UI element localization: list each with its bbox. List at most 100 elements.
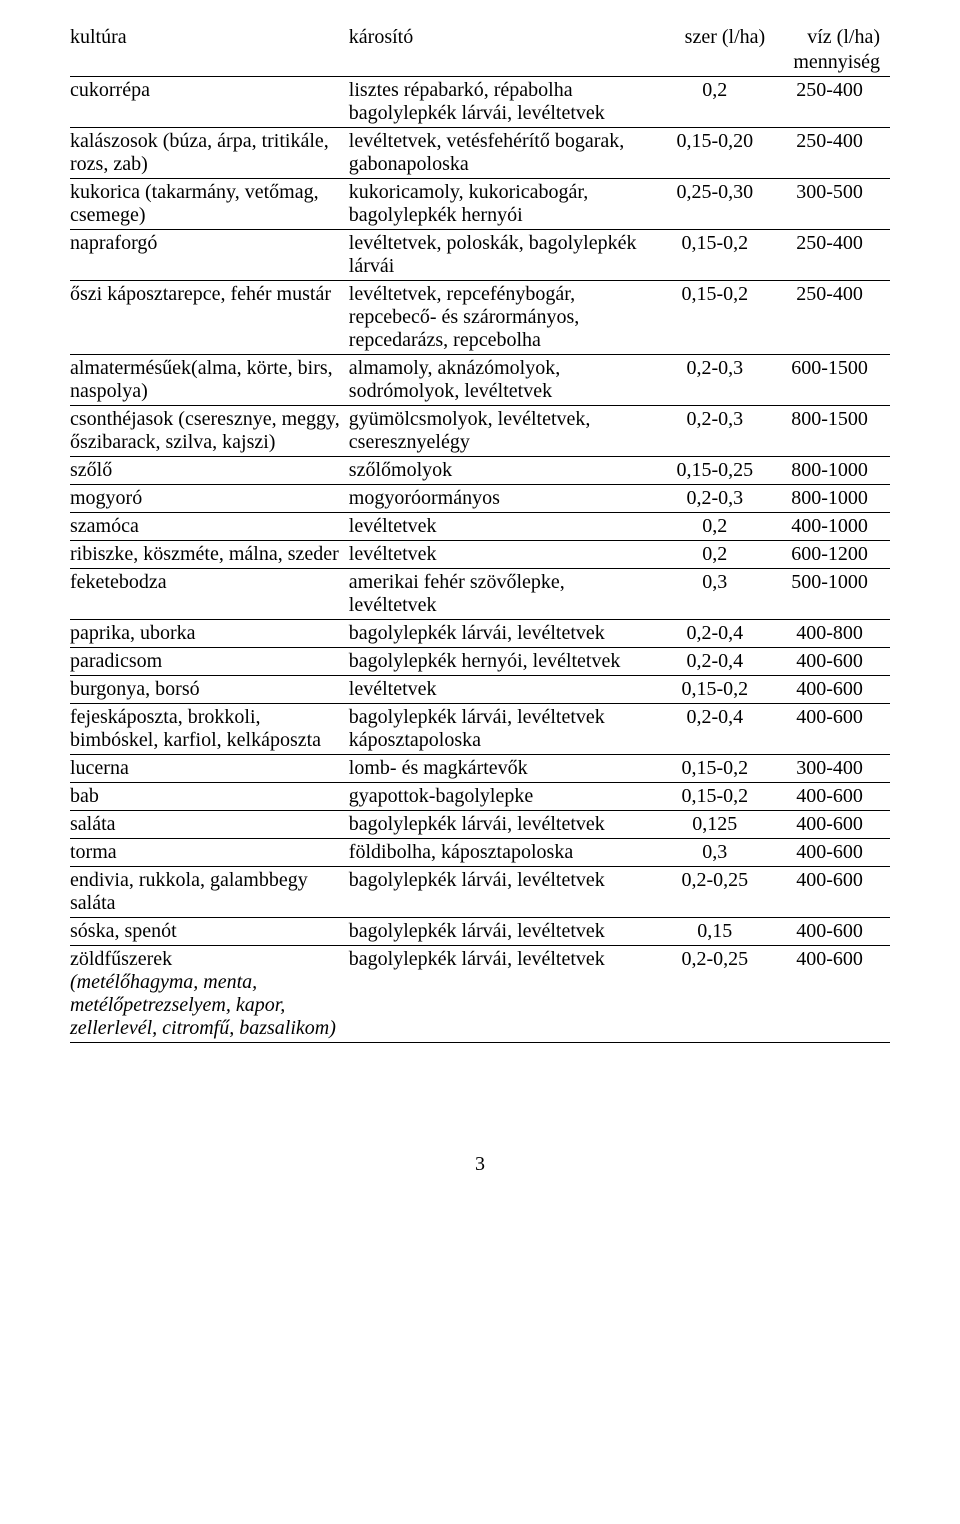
- table-row: babgyapottok-bagolylepke0,15-0,2400-600: [70, 783, 890, 811]
- cell-pest: levéltetvek, vetésfehérítő bogarak, gabo…: [349, 128, 661, 179]
- cell-crop: almatermésűek(alma, körte, birs, naspoly…: [70, 355, 349, 406]
- cell-crop: cukorrépa: [70, 77, 349, 128]
- cell-agent: 0,2-0,25: [660, 946, 775, 1043]
- cell-water: 400-600: [775, 839, 890, 867]
- cell-water: 300-500: [775, 179, 890, 230]
- cell-pest: bagolylepkék lárvái, levéltetvek: [349, 946, 661, 1043]
- cell-agent: 0,2-0,3: [660, 485, 775, 513]
- cell-crop: sóska, spenót: [70, 918, 349, 946]
- col-subheader: [660, 51, 775, 77]
- cell-pest: bagolylepkék lárvái, levéltetvek: [349, 620, 661, 648]
- cell-crop: fejeskáposzta, brokkoli, bimbóskel, karf…: [70, 704, 349, 755]
- cell-water: 400-600: [775, 811, 890, 839]
- cell-pest: bagolylepkék lárvái, levéltetvek: [349, 867, 661, 918]
- cell-pest: levéltetvek: [349, 541, 661, 569]
- cell-agent: 0,2: [660, 541, 775, 569]
- cell-pest: szőlőmolyok: [349, 457, 661, 485]
- col-header-pest: károsító: [349, 24, 661, 51]
- cell-water: 400-600: [775, 676, 890, 704]
- cell-water: 400-1000: [775, 513, 890, 541]
- cell-agent: 0,2: [660, 77, 775, 128]
- cell-water: 800-1500: [775, 406, 890, 457]
- cell-pest: lomb- és magkártevők: [349, 755, 661, 783]
- cell-water: 400-800: [775, 620, 890, 648]
- cell-pest: földibolha, káposztapoloska: [349, 839, 661, 867]
- cell-crop: endivia, rukkola, galambbegy saláta: [70, 867, 349, 918]
- table-row: kalászosok (búza, árpa, tritikále, rozs,…: [70, 128, 890, 179]
- col-header-crop: kultúra: [70, 24, 349, 51]
- cell-crop: mogyoró: [70, 485, 349, 513]
- table-row: napraforgólevéltetvek, poloskák, bagolyl…: [70, 230, 890, 281]
- cell-agent: 0,15-0,2: [660, 281, 775, 355]
- col-header-agent: szer (l/ha): [660, 24, 775, 51]
- cell-agent: 0,2-0,4: [660, 620, 775, 648]
- table-row: csonthéjasok (cseresznye, meggy, őszibar…: [70, 406, 890, 457]
- cell-water: 300-400: [775, 755, 890, 783]
- cell-agent: 0,15-0,20: [660, 128, 775, 179]
- cell-crop: feketebodza: [70, 569, 349, 620]
- table-row: burgonya, borsólevéltetvek0,15-0,2400-60…: [70, 676, 890, 704]
- table-row: fejeskáposzta, brokkoli, bimbóskel, karf…: [70, 704, 890, 755]
- col-subheader: [349, 51, 661, 77]
- cell-water: 400-600: [775, 946, 890, 1043]
- table-row: endivia, rukkola, galambbegy salátabagol…: [70, 867, 890, 918]
- col-subheader-quantity: mennyiség: [775, 51, 890, 77]
- cell-pest: levéltetvek, repcefénybogár, repcebecő- …: [349, 281, 661, 355]
- cell-crop: ribiszke, köszméte, málna, szeder: [70, 541, 349, 569]
- cell-crop: kalászosok (búza, árpa, tritikále, rozs,…: [70, 128, 349, 179]
- cell-pest: kukoricamoly, kukoricabogár, bagolylepké…: [349, 179, 661, 230]
- table-row: kukorica (takarmány, vetőmag, csemege)ku…: [70, 179, 890, 230]
- page-number: 3: [70, 1153, 890, 1176]
- cell-agent: 0,3: [660, 569, 775, 620]
- cell-water: 250-400: [775, 128, 890, 179]
- cell-pest: bagolylepkék hernyói, levéltetvek: [349, 648, 661, 676]
- cell-crop: torma: [70, 839, 349, 867]
- table-row: cukorrépalisztes répabarkó, répabolha ba…: [70, 77, 890, 128]
- cell-pest: bagolylepkék lárvái, levéltetvek: [349, 918, 661, 946]
- table-body: cukorrépalisztes répabarkó, répabolha ba…: [70, 77, 890, 1043]
- table-row: őszi káposztarepce, fehér mustárlevéltet…: [70, 281, 890, 355]
- cell-agent: 0,2-0,4: [660, 704, 775, 755]
- cell-crop: burgonya, borsó: [70, 676, 349, 704]
- table-row: lucernalomb- és magkártevők0,15-0,2300-4…: [70, 755, 890, 783]
- table-head: kultúra károsító szer (l/ha) víz (l/ha) …: [70, 24, 890, 77]
- cell-agent: 0,15: [660, 918, 775, 946]
- cell-water: 250-400: [775, 230, 890, 281]
- table-row: mogyorómogyoróormányos0,2-0,3800-1000: [70, 485, 890, 513]
- cell-crop: lucerna: [70, 755, 349, 783]
- cell-pest: gyapottok-bagolylepke: [349, 783, 661, 811]
- cell-agent: 0,2-0,3: [660, 355, 775, 406]
- col-header-water: víz (l/ha): [775, 24, 890, 51]
- table-row: tormaföldibolha, káposztapoloska0,3400-6…: [70, 839, 890, 867]
- cell-agent: 0,15-0,2: [660, 230, 775, 281]
- page: kultúra károsító szer (l/ha) víz (l/ha) …: [0, 0, 960, 1216]
- cell-water: 250-400: [775, 281, 890, 355]
- cell-crop: paprika, uborka: [70, 620, 349, 648]
- cell-water: 400-600: [775, 867, 890, 918]
- cell-agent: 0,15-0,2: [660, 755, 775, 783]
- cell-agent: 0,3: [660, 839, 775, 867]
- cell-pest: almamoly, aknázómolyok, sodrómolyok, lev…: [349, 355, 661, 406]
- table-row: almatermésűek(alma, körte, birs, naspoly…: [70, 355, 890, 406]
- cell-agent: 0,15-0,2: [660, 783, 775, 811]
- cell-crop: napraforgó: [70, 230, 349, 281]
- table-row: sóska, spenótbagolylepkék lárvái, levélt…: [70, 918, 890, 946]
- table-row: zöldfűszerek(metélőhagyma, menta, metélő…: [70, 946, 890, 1043]
- cell-water: 600-1500: [775, 355, 890, 406]
- cell-agent: 0,125: [660, 811, 775, 839]
- cell-crop: szőlő: [70, 457, 349, 485]
- cell-pest: levéltetvek, poloskák, bagolylepkék lárv…: [349, 230, 661, 281]
- spray-table: kultúra károsító szer (l/ha) víz (l/ha) …: [70, 24, 890, 1043]
- cell-water: 800-1000: [775, 457, 890, 485]
- cell-water: 400-600: [775, 648, 890, 676]
- cell-water: 400-600: [775, 704, 890, 755]
- cell-water: 400-600: [775, 783, 890, 811]
- table-row: paradicsombagolylepkék hernyói, levéltet…: [70, 648, 890, 676]
- cell-crop: saláta: [70, 811, 349, 839]
- cell-pest: amerikai fehér szövőlepke, levéltetvek: [349, 569, 661, 620]
- cell-pest: levéltetvek: [349, 513, 661, 541]
- cell-agent: 0,15-0,2: [660, 676, 775, 704]
- cell-crop: paradicsom: [70, 648, 349, 676]
- cell-agent: 0,2-0,4: [660, 648, 775, 676]
- table-row: salátabagolylepkék lárvái, levéltetvek0,…: [70, 811, 890, 839]
